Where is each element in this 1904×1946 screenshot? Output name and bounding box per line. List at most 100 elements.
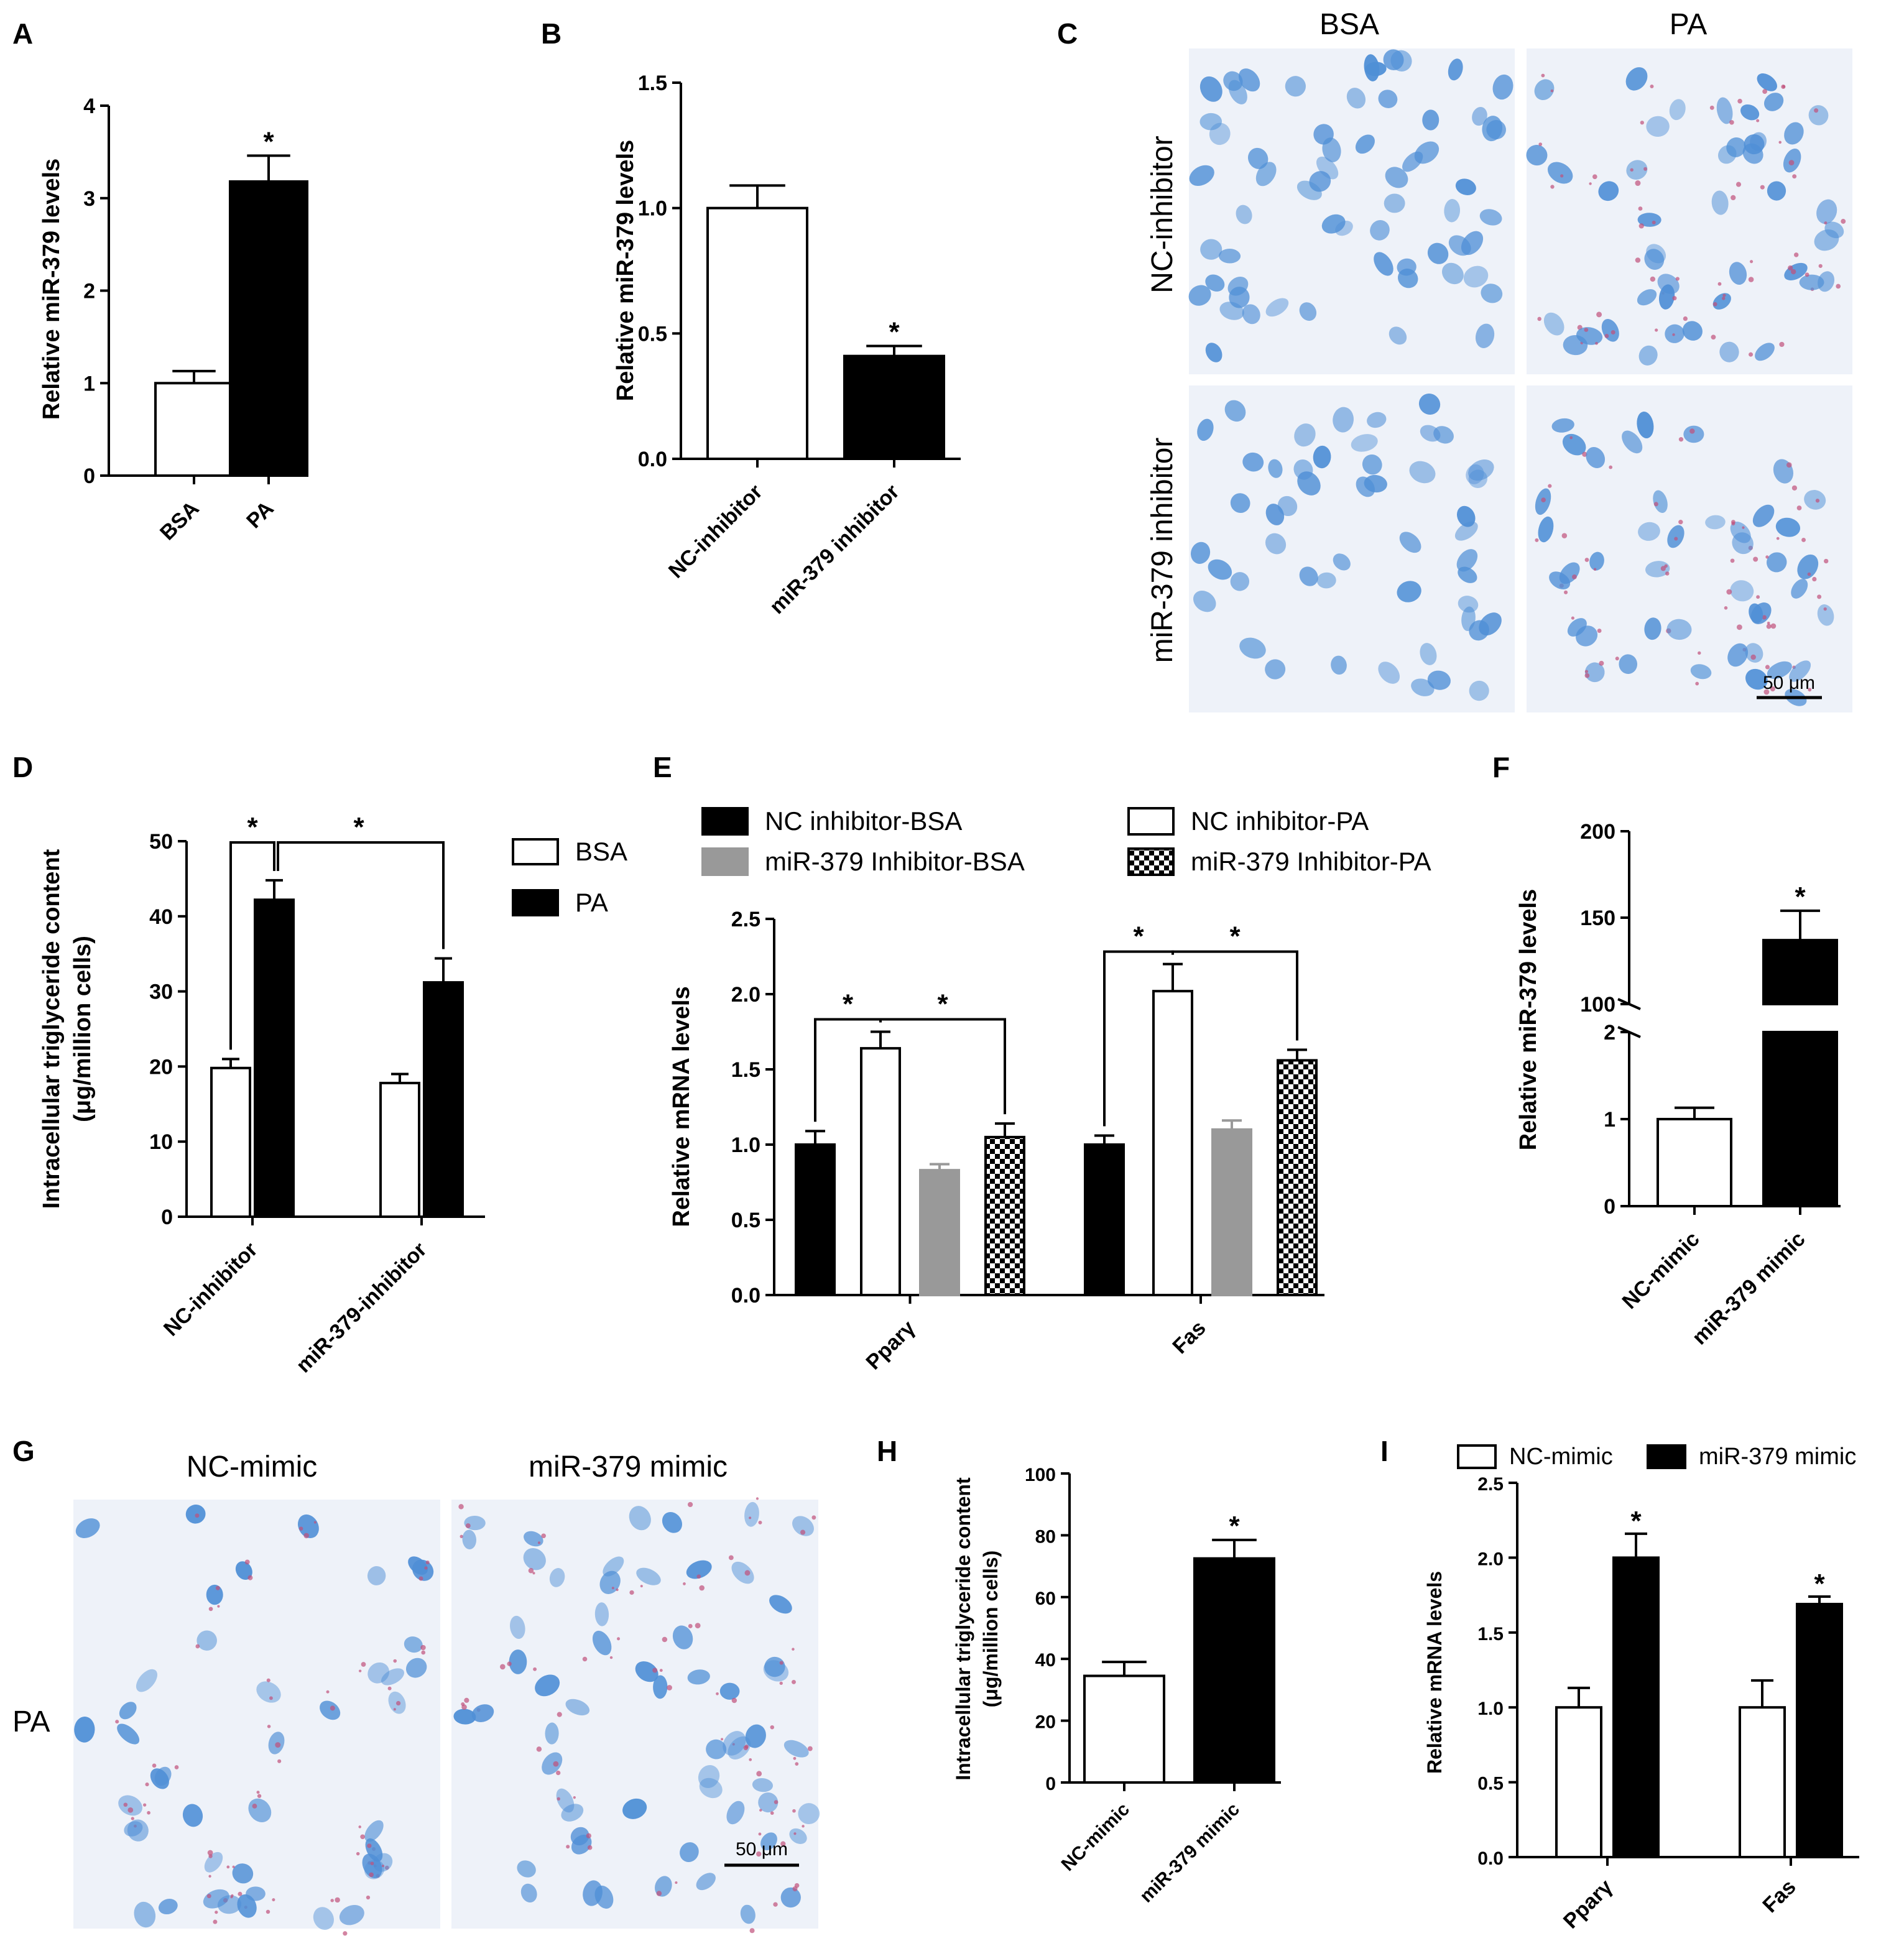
cell-nucleus (1205, 343, 1222, 362)
cell-nucleus (1637, 289, 1657, 306)
legend-label-nc-mimic: NC-mimic (1509, 1444, 1613, 1470)
cell-nucleus (1804, 490, 1826, 510)
lipid-droplet (330, 1705, 335, 1711)
lipid-droplet (1535, 538, 1539, 542)
cell-nucleus (1458, 566, 1477, 583)
x-category-label: NC-inhibitor (159, 1238, 262, 1341)
bar-nc-mimic (1083, 1674, 1165, 1784)
lipid-droplet (252, 1804, 257, 1809)
cell-nucleus (629, 1506, 651, 1531)
lipid-droplet (779, 1661, 783, 1665)
x-category-label: miR-379 mimic (1136, 1799, 1244, 1907)
cell-nucleus (298, 1514, 319, 1539)
cell-nucleus (1346, 88, 1366, 109)
cell-nucleus (217, 1895, 242, 1914)
cell-nucleus (1228, 80, 1247, 104)
cell-nucleus (549, 1568, 565, 1587)
cell-nucleus (520, 1883, 537, 1902)
cell-nucleus (1619, 654, 1638, 675)
y-axis-label: Relative mRNA levels (1423, 1571, 1446, 1774)
lipid-droplet (573, 1796, 576, 1799)
cell-nucleus (510, 1615, 525, 1639)
y-tick-label: 150 (1580, 906, 1615, 930)
legend-swatch-mir-379-mimic (1647, 1444, 1686, 1469)
lipid-droplet (247, 1575, 253, 1580)
cell-nucleus (565, 1699, 590, 1716)
cell-nucleus (232, 1863, 254, 1884)
lipid-droplet (773, 1902, 778, 1907)
cell-nucleus (1299, 566, 1318, 586)
y-tick-label: 0.5 (638, 322, 667, 346)
lipid-droplet (464, 1697, 469, 1703)
cell-nucleus (783, 1740, 809, 1758)
lipid-droplet (732, 1743, 735, 1746)
cell-nucleus (696, 1873, 716, 1891)
y-tick-label: 1.0 (1477, 1699, 1504, 1719)
cell-nucleus (1730, 580, 1754, 602)
lipid-droplet (758, 1832, 762, 1836)
lipid-droplet (1736, 624, 1742, 630)
cell-nucleus (1239, 637, 1266, 659)
lipid-droplet (366, 1895, 371, 1900)
lipid-droplet (1721, 297, 1726, 300)
lipid-droplet (640, 1585, 643, 1588)
cell-nucleus (731, 1561, 754, 1584)
bar-pa-0 (254, 898, 295, 1218)
cell-nucleus (1767, 552, 1787, 573)
panel-c-row-label-mir: miR-379 inhibitor (1146, 438, 1179, 663)
lipid-droplet (1735, 182, 1742, 187)
lipid-droplet (1604, 334, 1609, 338)
legend-label-mir-379-inhibitor-pa: miR-379 Inhibitor-PA (1191, 847, 1431, 876)
cell-nucleus (320, 1700, 341, 1720)
cell-nucleus (1418, 394, 1441, 415)
chart-a: Relative miR-379 levels 0 1 2 3 4 BSA * PA (39, 95, 308, 545)
lipid-droplet (1678, 520, 1683, 525)
y-tick-label: 1.5 (1477, 1624, 1504, 1644)
lipid-droplet (1638, 206, 1643, 211)
cell-nucleus (594, 1602, 609, 1626)
cell-nucleus (1362, 454, 1382, 475)
cell-nucleus (1316, 572, 1336, 589)
x-category-label: Fas (1168, 1316, 1210, 1358)
lipid-droplet (1660, 566, 1666, 571)
cell-nucleus (1458, 596, 1479, 613)
cell-nucleus (1200, 239, 1222, 260)
lipid-droplet (536, 1746, 542, 1752)
lipid-droplet (1541, 497, 1546, 503)
lipid-droplet (675, 1881, 678, 1884)
y-axis-label: Intracellular triglyceride content (952, 1477, 974, 1781)
cell-nucleus (1666, 619, 1692, 640)
cell-nucleus (471, 1704, 494, 1722)
lipid-droplet (1615, 657, 1619, 661)
lipid-droplet (1786, 462, 1792, 468)
lipid-droplet (1792, 174, 1797, 179)
cell-nucleus (1297, 471, 1321, 496)
lipid-droplet (780, 1841, 786, 1847)
cell-nucleus (1277, 496, 1298, 517)
y-tick-label: 0 (161, 1206, 173, 1229)
cell-nucleus (686, 1560, 712, 1579)
lipid-droplet (652, 1667, 658, 1673)
cell-nucleus (1236, 205, 1252, 224)
lipid-droplet (356, 1851, 360, 1856)
lipid-droplet (152, 1763, 157, 1768)
panel-letter-i: I (1380, 1435, 1389, 1467)
x-category-label: Fas (1758, 1875, 1800, 1917)
lipid-droplet (688, 1624, 693, 1628)
cell-nucleus (406, 1658, 427, 1678)
lipid-droplet (629, 1590, 634, 1595)
cell-nucleus (1808, 105, 1829, 126)
lipid-droplet (1595, 341, 1598, 345)
panel-g-col-label-nc: NC-mimic (187, 1450, 318, 1483)
y-axis-label: Relative mRNA levels (668, 986, 695, 1227)
legend-swatch-nc-inhibitor-pa (1127, 807, 1175, 836)
cell-nucleus (1683, 425, 1704, 443)
cell-nucleus (1814, 229, 1839, 251)
cell-nucleus (362, 1853, 382, 1879)
significance-star: * (843, 989, 854, 1020)
cell-nucleus (1732, 532, 1754, 555)
cell-nucleus (635, 1661, 659, 1682)
y-tick-label: 20 (1035, 1712, 1056, 1733)
lipid-droplet (609, 1656, 613, 1659)
lipid-droplet (1762, 89, 1768, 94)
